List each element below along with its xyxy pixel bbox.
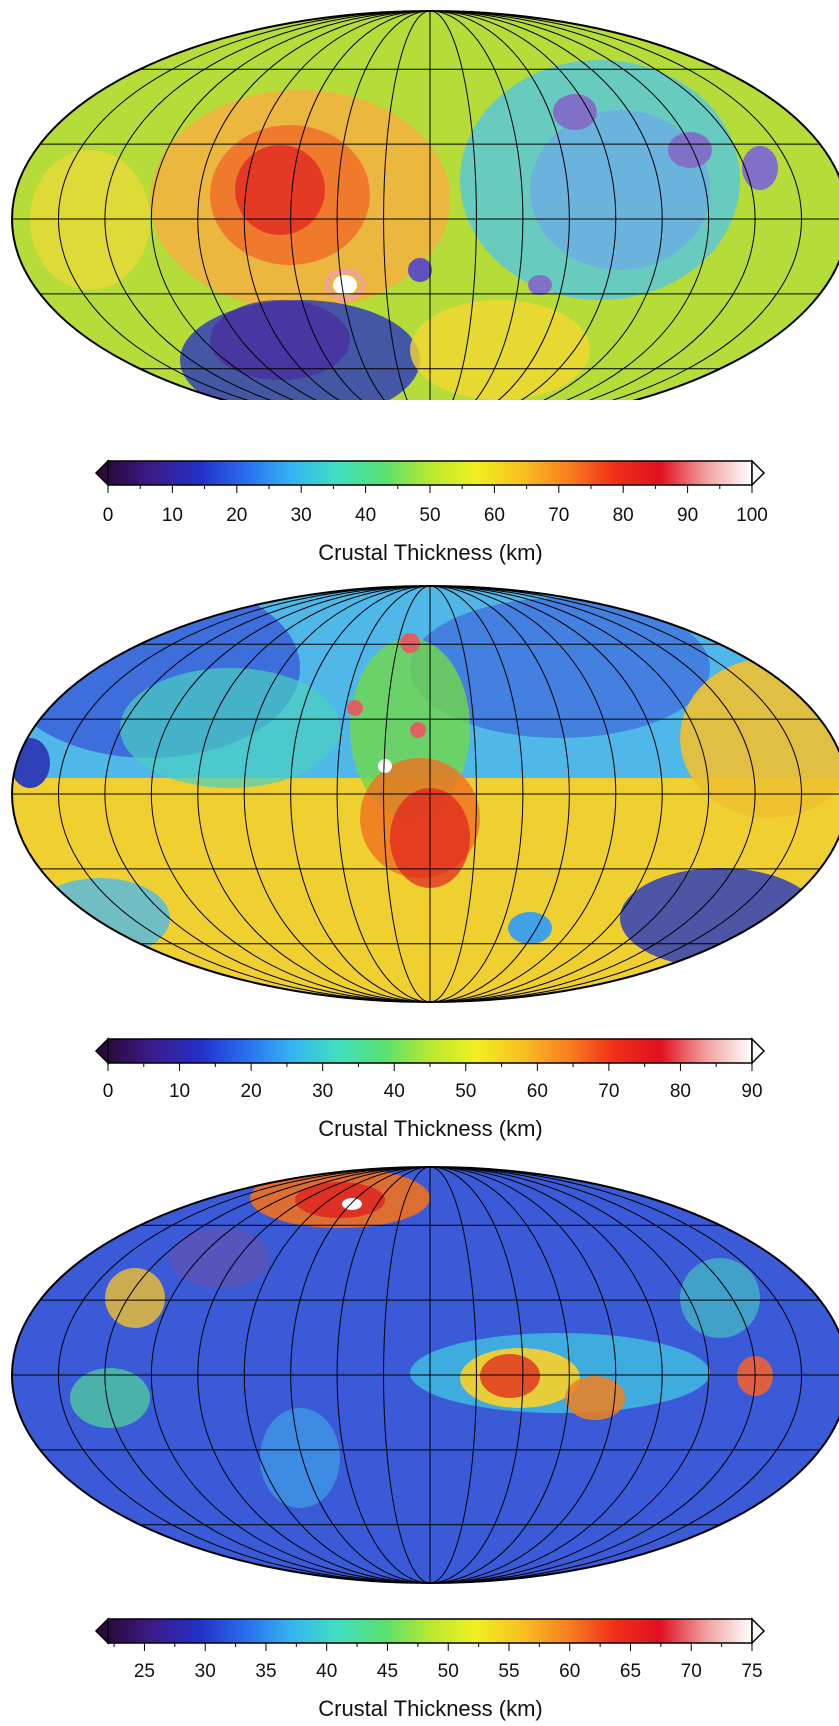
- colorbar-tick-label: 70: [598, 1081, 620, 1102]
- colorbar-tick-label: 45: [376, 1661, 399, 1682]
- colorbar-tick-label: 60: [526, 1081, 548, 1102]
- panel-3: 25 30 35 40 45 50 55 60 65 70 75 Crustal Thickness…: [0, 1158, 839, 1726]
- colorbar-overflow-triangle: [751, 1037, 766, 1065]
- colorbar-tick-label: 30: [312, 1081, 334, 1102]
- colorbar-tick-label: 80: [612, 505, 634, 526]
- colorbar-title-1: Crustal Thickness (km): [318, 540, 543, 565]
- colorbar-tick-label: 35: [255, 1661, 277, 1682]
- colorbar-title-2: Crustal Thickness (km): [318, 1116, 543, 1141]
- colorbar-tick-label: 70: [680, 1661, 702, 1682]
- mollweide-map-3: [11, 1166, 839, 1584]
- colorbar-tick-label: 30: [290, 505, 312, 526]
- colorbar-tick-label: 70: [548, 505, 570, 526]
- colorbar-tick-label: 50: [455, 1081, 477, 1102]
- colorbar-gradient: [107, 1618, 753, 1644]
- colorbar-tick-label: 20: [226, 505, 248, 526]
- colorbar-tick-label: 10: [168, 1081, 191, 1102]
- colorbar-tick-label: 10: [161, 505, 183, 526]
- colorbar-tick-label: 90: [677, 505, 699, 526]
- colorbar-2: [94, 1037, 766, 1071]
- colorbar-tick-label: 0: [102, 1081, 114, 1102]
- colorbar-tick-label: 0: [102, 505, 114, 526]
- colorbar-underflow-triangle: [94, 459, 109, 487]
- colorbar-underflow-triangle: [94, 1037, 109, 1065]
- colorbar-overflow-triangle: [751, 1617, 766, 1645]
- colorbar-tick-label: 80: [669, 1081, 692, 1102]
- colorbar-overflow-triangle: [751, 459, 766, 487]
- colorbar-tick-label: 100: [736, 505, 768, 526]
- colorbar-3: [94, 1617, 766, 1651]
- colorbar-1: [94, 459, 766, 493]
- colorbar-tick-label: 30: [194, 1661, 216, 1682]
- colorbar-gradient: [107, 1038, 753, 1064]
- colorbar-tick-label: 40: [316, 1661, 338, 1682]
- colorbar-tick-label: 55: [498, 1661, 520, 1682]
- colorbar-underflow-triangle: [94, 1617, 109, 1645]
- colorbar-gradient: [107, 460, 753, 486]
- panel-1: 0 10 20 30 40 50 60 70 80 90 100 Crustal Thickness…: [0, 0, 839, 565]
- colorbar-tick-label: 40: [383, 1081, 405, 1102]
- colorbar-tick-label: 50: [419, 505, 441, 526]
- colorbar-tick-label: 40: [355, 505, 377, 526]
- colorbar-tick-label: 65: [619, 1661, 642, 1682]
- colorbar-tick-label: 50: [437, 1661, 459, 1682]
- colorbar-title-3: Crustal Thickness (km): [318, 1696, 543, 1721]
- colorbar-tick-label: 90: [741, 1081, 763, 1102]
- mollweide-map-2: [11, 585, 839, 1003]
- mollweide-map-1: [11, 10, 839, 400]
- colorbar-tick-label: 75: [741, 1661, 763, 1682]
- colorbar-tick-label: 60: [483, 505, 505, 526]
- colorbar-tick-label: 60: [559, 1661, 581, 1682]
- panel-2: 0 10 20 30 40 50 60 70 80 90 Crustal Thickness (k…: [0, 578, 839, 1168]
- colorbar-tick-label: 25: [133, 1661, 156, 1682]
- colorbar-tick-label: 20: [240, 1081, 262, 1102]
